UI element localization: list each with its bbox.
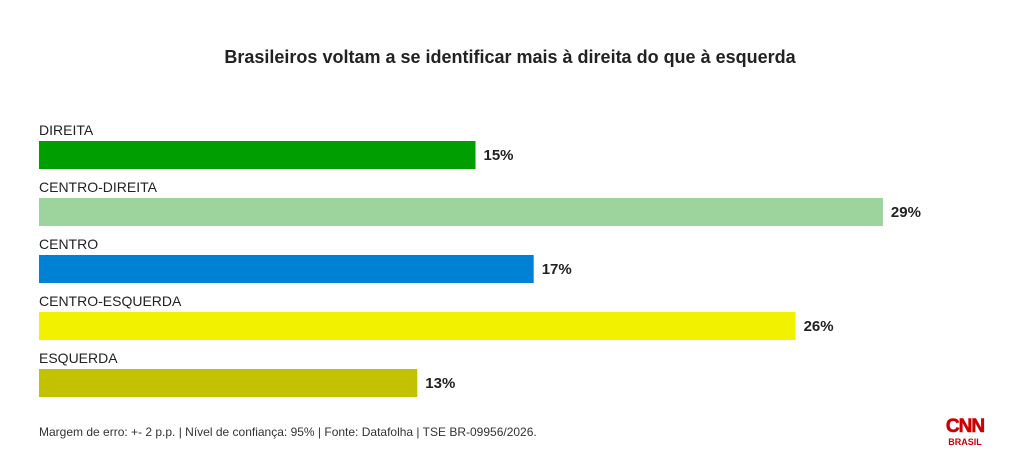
footer-note: Margem de erro: +- 2 p.p. | Nível de con… [39,425,537,439]
value-label: 29% [891,204,921,221]
bar [39,198,883,226]
bar [39,255,534,283]
bar [39,312,796,340]
category-label: CENTRO-DIREITA [39,179,158,195]
logo-brand: CNN [946,416,984,437]
value-label: 17% [542,261,572,278]
cnn-brasil-logo: CNN BRASIL [946,416,986,447]
logo-sub: BRASIL [948,437,982,447]
category-label: CENTRO [39,236,98,252]
category-label: ESQUERDA [39,350,118,366]
value-label: 26% [804,318,834,335]
bar [39,369,418,397]
value-label: 15% [484,147,514,164]
chart-title: Brasileiros voltam a se identificar mais… [224,47,796,67]
bar [39,141,476,169]
category-label: DIREITA [39,122,94,138]
category-label: CENTRO-ESQUERDA [39,293,182,309]
value-label: 13% [425,375,455,392]
